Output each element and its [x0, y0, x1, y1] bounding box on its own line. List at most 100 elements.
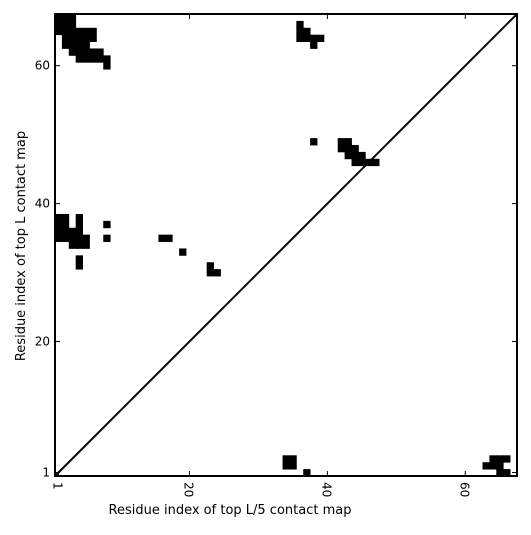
y-axis-label: Residue index of top L contact map	[14, 131, 29, 361]
contact-cell-top-l	[358, 158, 366, 167]
contact-cell-top-l	[96, 48, 104, 56]
contact-cell-top-l	[55, 213, 63, 222]
contact-cell-top-l	[82, 27, 90, 36]
x-tick-label: 60	[457, 482, 471, 497]
contact-cell-top-l5	[282, 455, 290, 463]
contact-cell-top-l5	[496, 462, 504, 470]
contact-cell-top-l	[55, 20, 63, 29]
contact-cell-top-l5	[282, 462, 290, 470]
contact-cell-top-l5	[503, 469, 511, 477]
contact-cell-top-l	[75, 41, 83, 49]
contact-cell-top-l	[310, 41, 318, 49]
x-axis-label: Residue index of top L/5 contact map	[109, 503, 352, 518]
contact-cell-top-l5	[503, 455, 511, 463]
contact-cell-top-l	[82, 55, 90, 63]
contact-cell-top-l	[75, 262, 83, 270]
axis-ticks: 1 20 40 60 1 20 40 60	[35, 14, 517, 497]
contact-cell-top-l	[61, 234, 70, 242]
y-tick-label: 60	[35, 59, 50, 73]
contact-cell-top-l	[55, 234, 63, 242]
contact-cell-top-l	[75, 234, 83, 242]
contact-cell-top-l	[75, 55, 83, 63]
contact-cell-top-l	[179, 248, 187, 256]
contact-cell-top-l	[344, 151, 352, 160]
plot-frame	[54, 13, 518, 477]
contact-cell-top-l5	[289, 455, 297, 463]
contact-cell-top-l	[75, 227, 83, 236]
x-tick-label: 20	[181, 482, 195, 497]
contact-cell-top-l	[75, 241, 83, 249]
contact-cell-top-l	[103, 220, 111, 229]
contact-cell-top-l	[61, 220, 70, 229]
contact-cell-top-l	[344, 145, 352, 153]
contact-cell-top-l	[89, 27, 97, 36]
contact-cell-top-l	[103, 55, 111, 63]
contact-cell-top-l	[68, 27, 77, 36]
contact-cell-top-l	[61, 213, 70, 222]
contact-cell-top-l	[337, 138, 346, 146]
contact-cell-top-l5	[289, 462, 297, 470]
contact-cell-top-l	[82, 48, 90, 56]
x-tick-label: 1	[50, 482, 64, 490]
contact-cell-top-l	[61, 34, 70, 42]
contact-cell-top-l	[89, 34, 97, 42]
contact-cell-top-l	[89, 48, 97, 56]
contact-cell-top-l	[68, 234, 77, 242]
contact-cell-top-l	[317, 34, 325, 42]
contact-cell-top-l5	[496, 469, 504, 477]
contact-cell-top-l	[55, 220, 63, 229]
contact-cell-top-l5	[482, 462, 490, 470]
contact-cell-top-l	[82, 234, 90, 242]
contact-cell-top-l	[68, 14, 77, 22]
contact-cell-top-l	[296, 27, 304, 36]
contact-cell-top-l	[55, 227, 63, 236]
contact-cell-top-l	[61, 14, 70, 22]
contact-cell-top-l	[337, 145, 346, 153]
contact-cell-top-l	[310, 138, 318, 146]
contact-cell-top-l	[358, 151, 366, 160]
contact-cell-top-l	[82, 34, 90, 42]
contact-cell-top-l	[206, 269, 214, 277]
contact-cell-top-l	[351, 145, 359, 153]
contact-cell-top-l5	[489, 455, 497, 463]
contact-cell-top-l	[344, 138, 352, 146]
contact-cell-top-l	[89, 55, 97, 63]
contact-cell-top-l	[103, 234, 111, 242]
contact-cell-top-l5	[496, 455, 504, 463]
contact-cell-top-l	[61, 27, 70, 36]
y-tick-label: 20	[35, 335, 50, 349]
contact-cell-top-l	[61, 227, 70, 236]
contact-cell-top-l	[68, 20, 77, 29]
contact-cell-top-l	[310, 34, 318, 42]
contact-cell-top-l	[351, 158, 359, 167]
contact-cell-top-l	[75, 213, 83, 222]
contact-cell-top-l	[82, 41, 90, 49]
contact-cell-top-l	[158, 234, 166, 242]
contact-cell-top-l	[165, 234, 173, 242]
contact-cell-top-l	[206, 262, 214, 270]
contact-cell-top-l	[351, 151, 359, 160]
y-tick-label: 1	[42, 466, 50, 480]
contact-cell-top-l	[96, 55, 104, 63]
contact-cell-top-l	[296, 34, 304, 42]
contact-cell-top-l	[213, 269, 221, 277]
contact-cell-top-l	[68, 227, 77, 236]
contact-cell-top-l	[68, 41, 77, 49]
x-tick-label: 40	[319, 482, 333, 497]
y-tick-label: 40	[35, 197, 50, 211]
contact-cell-top-l5	[489, 462, 497, 470]
contact-cell-top-l	[103, 62, 111, 70]
contact-cell-top-l	[61, 20, 70, 29]
diagonal-line	[54, 13, 518, 477]
contact-cell-top-l	[75, 27, 83, 36]
contact-cell-top-l	[61, 41, 70, 49]
contact-cell-top-l	[55, 27, 63, 36]
contact-cell-top-l	[296, 20, 304, 29]
contact-cell-top-l	[68, 48, 77, 56]
contact-cell-top-l	[68, 34, 77, 42]
contact-cell-top-l5	[303, 469, 311, 477]
contact-cell-top-l	[372, 158, 380, 167]
contact-cell-top-l	[68, 241, 77, 249]
